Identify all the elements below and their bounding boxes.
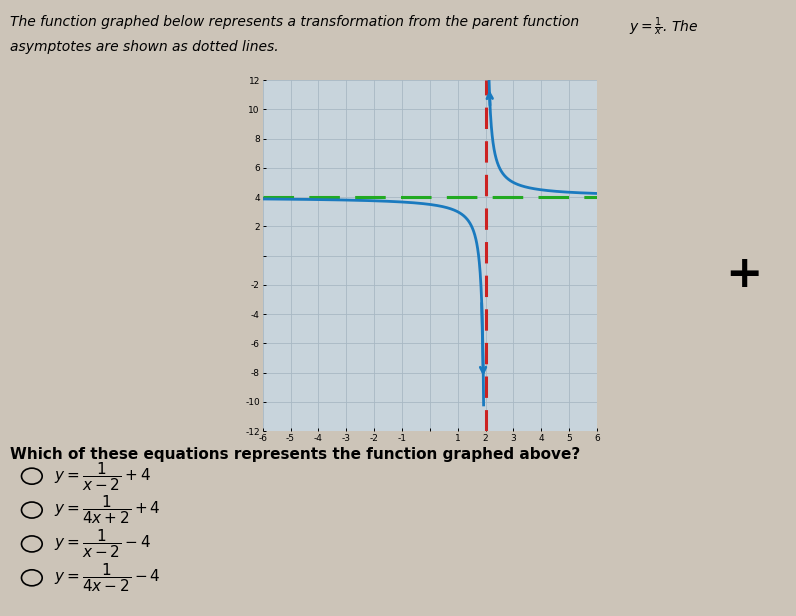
- Text: Which of these equations represents the function graphed above?: Which of these equations represents the …: [10, 447, 580, 461]
- Text: $y = \dfrac{1}{4x-2} - 4$: $y = \dfrac{1}{4x-2} - 4$: [54, 561, 161, 594]
- Text: The function graphed below represents a transformation from the parent function: The function graphed below represents a …: [10, 15, 583, 30]
- Text: asymptotes are shown as dotted lines.: asymptotes are shown as dotted lines.: [10, 40, 279, 54]
- Text: +: +: [726, 253, 763, 296]
- Text: $y = \frac{1}{x}$. The: $y = \frac{1}{x}$. The: [629, 15, 698, 38]
- Text: $y = \dfrac{1}{x-2} + 4$: $y = \dfrac{1}{x-2} + 4$: [54, 460, 151, 493]
- Text: $y = \dfrac{1}{4x+2} + 4$: $y = \dfrac{1}{4x+2} + 4$: [54, 493, 161, 527]
- Text: $y = \dfrac{1}{x-2} - 4$: $y = \dfrac{1}{x-2} - 4$: [54, 527, 151, 561]
